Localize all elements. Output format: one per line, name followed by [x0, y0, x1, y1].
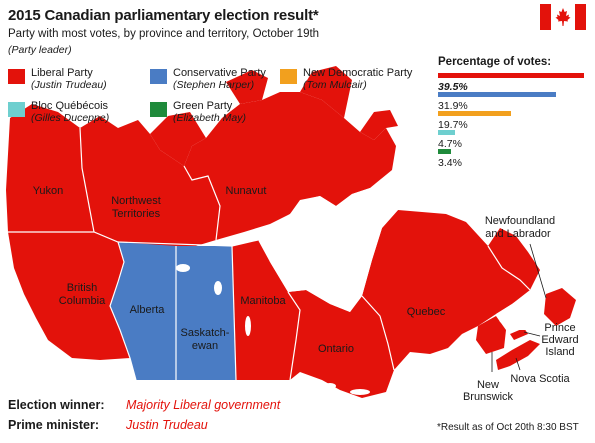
legend-swatch [8, 69, 25, 84]
legend-party-name: New Democratic Party [303, 67, 413, 79]
region-newfoundland [544, 288, 576, 326]
legend-party-name: Conservative Party [173, 67, 266, 79]
label-pei-1: Prince [544, 322, 575, 334]
label-sask-2: ewan [192, 340, 218, 352]
region-prince-edward-island [510, 328, 528, 340]
party-leader-note: (Party leader) [8, 44, 72, 56]
vote-bar [438, 111, 511, 116]
label-nwt-2: Territories [112, 208, 161, 220]
label-nb-2: Brunswick [463, 391, 514, 403]
label-bc-1: British [67, 282, 98, 294]
legend-party-name: Bloc Québécois [31, 100, 109, 112]
legend-item-green: Green Party (Elizabeth May) [150, 100, 246, 124]
vote-bar [438, 130, 455, 135]
vote-bar [438, 92, 556, 97]
vote-label: 39.5% [438, 81, 468, 93]
label-pei-2: Edward [541, 334, 578, 346]
province-shapes [6, 66, 576, 398]
leader-line-newfoundland [529, 243, 547, 299]
label-manitoba: Manitoba [240, 295, 286, 307]
region-new-brunswick [476, 316, 506, 354]
legend-swatch [150, 102, 167, 117]
lake [214, 281, 222, 295]
vote-label: 19.7% [438, 119, 468, 131]
legend-item-conservative: Conservative Party (Stephen Harper) [150, 67, 266, 91]
region-nova-scotia [496, 340, 540, 370]
region-northwest-territories [80, 116, 220, 246]
legend-party-leader: (Gilles Duceppe) [31, 112, 110, 124]
vote-label: 4.7% [438, 138, 462, 150]
borders [8, 127, 531, 381]
label-alberta: Alberta [130, 304, 166, 316]
lake [350, 389, 370, 395]
leader-lines [491, 243, 547, 372]
legend-item-bloc: Bloc Québécois (Gilles Duceppe) [8, 100, 109, 124]
chart-subtitle: Party with most votes, by province and t… [8, 28, 320, 40]
chart-title: 2015 Canadian parliamentary election res… [8, 7, 319, 24]
label-bc-2: Columbia [59, 295, 106, 307]
election-winner-label: Election winner: [8, 398, 105, 412]
leader-line-nova-scotia [515, 357, 521, 371]
label-nl-2: and Labrador [485, 228, 551, 240]
region-yukon [6, 104, 94, 232]
legend-party-name: Liberal Party [31, 67, 93, 79]
vote-bar [438, 73, 584, 78]
legend-swatch [8, 102, 25, 117]
label-ontario: Ontario [318, 343, 354, 355]
legend-item-ndp: New Democratic Party (Tom Mulcair) [280, 67, 412, 91]
legend-party-name: Green Party [173, 100, 233, 112]
lake [176, 264, 190, 272]
legend-party-leader: (Justin Trudeau) [31, 79, 107, 91]
label-nunavut: Nunavut [226, 185, 267, 197]
legend-party-leader: (Stephen Harper) [173, 79, 255, 91]
votes-title: Percentage of votes: [438, 56, 552, 68]
region-quebec [362, 210, 530, 370]
prime-minister-value: Justin Trudeau [126, 418, 208, 432]
region-nunavut-islands [150, 66, 398, 166]
lake [324, 383, 336, 389]
vote-label: 3.4% [438, 157, 462, 169]
label-nb-1: New [477, 379, 499, 391]
canada-flag-icon [540, 4, 586, 30]
footnote: *Result as of Oct 20th 8:30 BST [437, 422, 579, 433]
water-bodies [176, 188, 544, 395]
label-ns: Nova Scotia [510, 373, 570, 385]
label-nwt-1: Northwest [111, 195, 161, 207]
label-sask-1: Saskatch- [181, 327, 230, 339]
prime-minister-label: Prime minister: [8, 418, 100, 432]
region-labrador [488, 228, 540, 290]
leader-line-pei [523, 331, 541, 337]
legend-swatch [150, 69, 167, 84]
legend-party-leader: (Tom Mulcair) [303, 79, 367, 91]
region-manitoba [232, 240, 300, 380]
lake [245, 316, 251, 336]
vote-bar [438, 149, 451, 154]
label-quebec: Quebec [407, 306, 446, 318]
region-ontario [288, 290, 394, 398]
label-pei-3: Island [545, 346, 574, 358]
hudson-bay [262, 188, 398, 312]
label-nl-1: Newfoundland [485, 215, 555, 227]
legend-swatch [280, 69, 297, 84]
gulf-of-st-lawrence [496, 292, 544, 330]
label-yukon: Yukon [33, 185, 64, 197]
legend-party-leader: (Elizabeth May) [173, 112, 246, 124]
region-nunavut [184, 92, 396, 240]
vote-label: 31.9% [438, 100, 468, 112]
region-british-columbia [8, 232, 130, 360]
region-saskatchewan [176, 246, 236, 380]
region-alberta [110, 242, 176, 380]
election-winner-value: Majority Liberal government [126, 398, 281, 412]
legend-item-liberal: Liberal Party (Justin Trudeau) [8, 67, 107, 91]
